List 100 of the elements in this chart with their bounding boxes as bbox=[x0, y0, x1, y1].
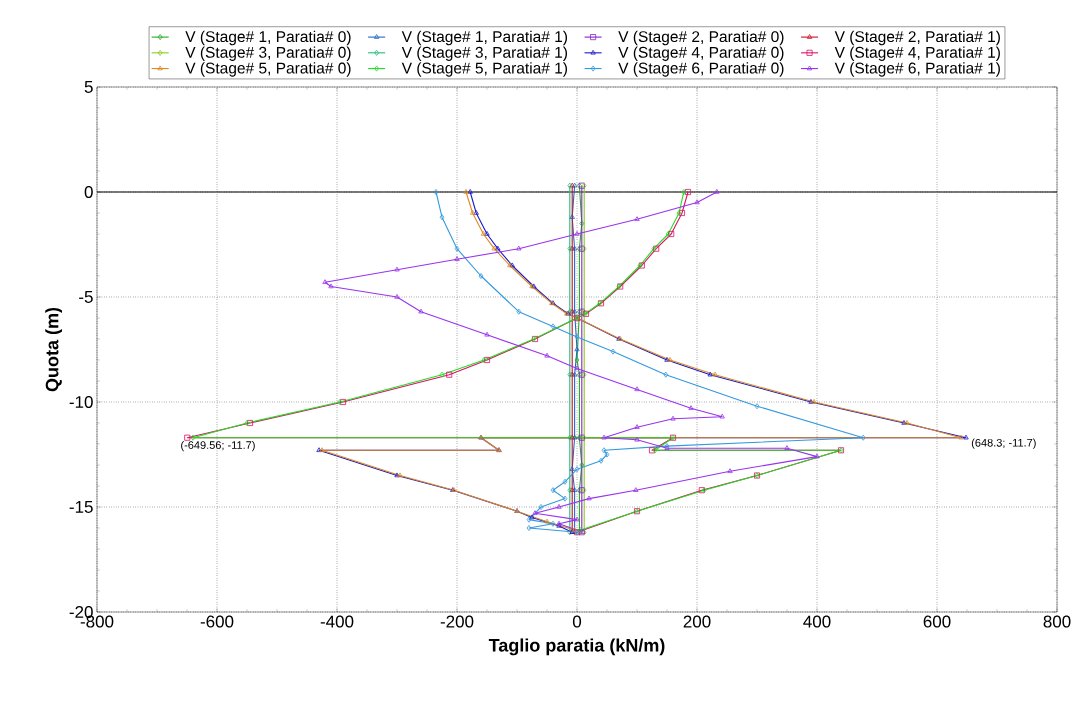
x-axis-title: Taglio paratia (kN/m) bbox=[488, 638, 665, 656]
legend-label: V (Stage# 4, Paratia# 0) bbox=[618, 46, 784, 61]
point bbox=[719, 413, 725, 419]
legend-label: V (Stage# 1, Paratia# 1) bbox=[401, 30, 568, 46]
point bbox=[754, 403, 760, 410]
point bbox=[574, 516, 580, 522]
point bbox=[550, 487, 556, 494]
x-tick-label: 0 bbox=[572, 615, 582, 628]
point bbox=[569, 466, 575, 471]
point bbox=[190, 434, 196, 441]
point bbox=[439, 371, 445, 378]
y-tick-label: 5 bbox=[84, 81, 93, 93]
point bbox=[634, 424, 640, 429]
point bbox=[446, 371, 453, 378]
legend-label: V (Stage# 5, Paratia# 1) bbox=[401, 62, 568, 77]
legend-label: V (Stage# 3, Paratia# 0) bbox=[185, 46, 351, 61]
point bbox=[480, 231, 487, 236]
point bbox=[610, 348, 616, 355]
point bbox=[579, 462, 585, 468]
point bbox=[574, 333, 580, 340]
point bbox=[574, 357, 580, 363]
annotation: (648.3; -11.7) bbox=[971, 438, 1036, 449]
point bbox=[814, 453, 820, 459]
point bbox=[516, 308, 522, 315]
point bbox=[685, 189, 692, 195]
legend-label: V (Stage# 2, Paratia# 1) bbox=[834, 30, 1000, 46]
point bbox=[516, 245, 522, 251]
point bbox=[579, 220, 585, 227]
point bbox=[694, 199, 700, 205]
point bbox=[634, 216, 640, 221]
point bbox=[663, 371, 669, 378]
point bbox=[469, 210, 476, 215]
x-tick-label: 200 bbox=[683, 615, 711, 628]
point bbox=[574, 231, 580, 236]
point bbox=[478, 273, 484, 279]
point bbox=[550, 323, 556, 330]
point bbox=[586, 495, 592, 501]
point bbox=[963, 434, 969, 440]
x-tick-label: 600 bbox=[923, 615, 951, 628]
point bbox=[860, 434, 866, 441]
x-tick-label: -400 bbox=[320, 615, 354, 628]
point bbox=[601, 434, 607, 440]
legend-label: V (Stage# 1, Paratia# 0) bbox=[185, 30, 351, 46]
y-tick-label: 0 bbox=[84, 185, 93, 199]
point bbox=[544, 518, 550, 524]
point bbox=[598, 457, 604, 464]
annotation: (-649.56; -11.7) bbox=[181, 440, 255, 452]
point bbox=[532, 510, 538, 515]
x-tick-label: -600 bbox=[200, 615, 234, 628]
x-tick-label: -200 bbox=[440, 615, 474, 628]
point bbox=[670, 415, 676, 421]
point bbox=[484, 231, 490, 236]
point bbox=[574, 365, 580, 371]
point bbox=[394, 294, 400, 299]
legend-label: V (Stage# 6, Paratia# 1) bbox=[834, 62, 1000, 77]
point bbox=[473, 210, 479, 215]
point bbox=[574, 346, 580, 352]
point bbox=[562, 495, 568, 502]
point bbox=[454, 245, 460, 252]
legend-label: V (Stage# 6, Paratia# 0) bbox=[618, 62, 784, 77]
point bbox=[604, 451, 610, 458]
legend-label: V (Stage# 4, Paratia# 1) bbox=[834, 46, 1000, 61]
point bbox=[454, 256, 460, 261]
point bbox=[665, 231, 671, 237]
point bbox=[707, 371, 713, 377]
point bbox=[569, 214, 575, 219]
x-tick-label: 800 bbox=[1043, 615, 1071, 628]
point bbox=[634, 436, 640, 442]
y-tick-label: -10 bbox=[69, 395, 93, 409]
point bbox=[679, 210, 686, 216]
point bbox=[328, 283, 334, 289]
point bbox=[491, 245, 497, 251]
point bbox=[784, 445, 790, 450]
point bbox=[322, 279, 328, 284]
point bbox=[958, 434, 964, 440]
point bbox=[544, 352, 550, 358]
point bbox=[439, 214, 445, 221]
point bbox=[394, 266, 400, 272]
legend-label: V (Stage# 3, Paratia# 1) bbox=[401, 46, 568, 61]
y-tick-label: -5 bbox=[79, 291, 93, 303]
y-tick-label: -15 bbox=[69, 501, 93, 513]
point bbox=[633, 487, 639, 492]
point bbox=[712, 371, 718, 377]
point bbox=[688, 405, 694, 410]
point bbox=[601, 447, 607, 454]
point bbox=[634, 386, 640, 392]
legend-label: V (Stage# 5, Paratia# 0) bbox=[185, 62, 351, 77]
point bbox=[340, 399, 347, 405]
point bbox=[484, 357, 491, 363]
point bbox=[418, 308, 424, 314]
point bbox=[538, 504, 544, 510]
point bbox=[184, 434, 191, 441]
point bbox=[484, 331, 490, 337]
point bbox=[574, 466, 580, 473]
point bbox=[556, 504, 562, 509]
legend-label: V (Stage# 2, Paratia# 0) bbox=[618, 30, 784, 46]
x-tick-label: 400 bbox=[803, 615, 831, 628]
y-axis-title: Quota (m) bbox=[45, 307, 63, 392]
point bbox=[550, 520, 556, 527]
point bbox=[668, 231, 675, 237]
